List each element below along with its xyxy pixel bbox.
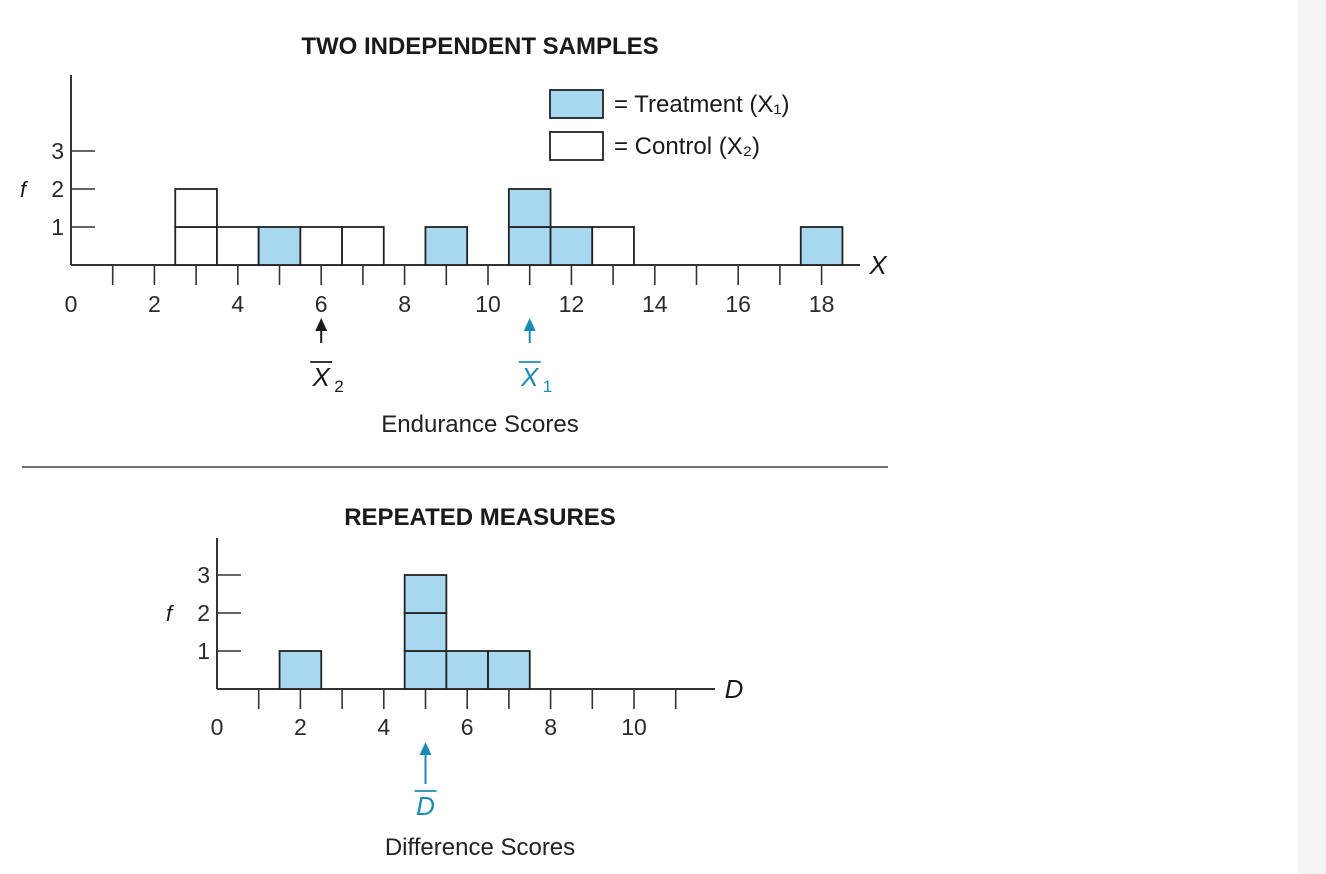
control-legend-swatch bbox=[549, 131, 604, 161]
mean-label: D bbox=[416, 791, 435, 821]
two-independent-samples-chart: TWO INDEPENDENT SAMPLES Endurance Scores… bbox=[20, 33, 888, 438]
treatment-block bbox=[799, 226, 844, 266]
histogram-figure: TWO INDEPENDENT SAMPLES Endurance Scores… bbox=[20, 33, 888, 861]
mean-label-subscript: 1 bbox=[543, 377, 552, 396]
mean-arrow-head bbox=[315, 318, 328, 331]
x-tick-label: 0 bbox=[65, 291, 78, 317]
treatment-block bbox=[257, 226, 302, 266]
x-tick-label: 14 bbox=[642, 291, 668, 317]
x-tick-label: 6 bbox=[315, 291, 328, 317]
mean-arrow-head bbox=[523, 318, 536, 331]
mean-label: X bbox=[312, 362, 332, 392]
control-block bbox=[341, 226, 385, 266]
x-tick-label: 2 bbox=[148, 291, 161, 317]
treatment-legend-swatch bbox=[549, 89, 604, 119]
chart-title: REPEATED MEASURES bbox=[344, 504, 616, 531]
x-tick-label: 4 bbox=[377, 714, 390, 740]
x-tick-label: 0 bbox=[211, 714, 224, 740]
treatment-block bbox=[403, 612, 448, 652]
x-tick-label: 16 bbox=[725, 291, 751, 317]
x-tick-label: 8 bbox=[544, 714, 557, 740]
treatment-block bbox=[403, 650, 448, 690]
x-tick-label: 10 bbox=[475, 291, 501, 317]
page-edge-strip bbox=[1298, 0, 1326, 874]
control-block bbox=[174, 226, 218, 266]
x-tick-label: 10 bbox=[621, 714, 647, 740]
treatment-legend-label: = Treatment (X₁) bbox=[614, 91, 790, 118]
y-tick-label: 1 bbox=[51, 214, 64, 240]
y-tick-label: 3 bbox=[197, 562, 210, 588]
x-axis-label: Difference Scores bbox=[385, 834, 575, 861]
x-axis-variable: D bbox=[725, 674, 744, 704]
y-tick-label: 2 bbox=[197, 600, 210, 626]
x-tick-label: 4 bbox=[231, 291, 244, 317]
y-tick-label: 2 bbox=[51, 176, 64, 202]
treatment-block bbox=[507, 226, 552, 266]
chart-title: TWO INDEPENDENT SAMPLES bbox=[301, 33, 658, 60]
mean-arrow-head bbox=[419, 742, 432, 755]
repeated-measures-chart: REPEATED MEASURES Difference Scores D 0 2 4… bbox=[166, 504, 743, 861]
y-axis-label: f bbox=[20, 177, 29, 202]
control-legend-label: = Control (X₂) bbox=[614, 133, 760, 160]
x-tick-label: 2 bbox=[294, 714, 307, 740]
y-tick-label: 3 bbox=[51, 138, 64, 164]
legend: = Treatment (X₁) = Control (X₂) bbox=[549, 89, 790, 161]
treatment-block bbox=[507, 188, 552, 228]
x-tick-label: 18 bbox=[809, 291, 835, 317]
treatment-block bbox=[549, 226, 594, 266]
treatment-block bbox=[424, 226, 469, 266]
treatment-block bbox=[278, 650, 323, 690]
x-axis-label: Endurance Scores bbox=[381, 411, 578, 438]
y-axis-label: f bbox=[166, 601, 175, 626]
x-tick-label: 12 bbox=[559, 291, 585, 317]
control-block bbox=[174, 188, 218, 228]
control-block bbox=[591, 226, 635, 266]
treatment-block bbox=[445, 650, 489, 690]
x-axis-variable: X bbox=[868, 250, 888, 280]
x-tick-label: 6 bbox=[461, 714, 474, 740]
treatment-block bbox=[487, 650, 531, 690]
mean-label: X bbox=[520, 362, 540, 392]
x-tick-label: 8 bbox=[398, 291, 411, 317]
control-block bbox=[216, 226, 260, 266]
treatment-block bbox=[403, 574, 448, 614]
mean-label-subscript: 2 bbox=[334, 377, 343, 396]
control-block bbox=[299, 226, 343, 266]
y-tick-label: 1 bbox=[197, 638, 210, 664]
